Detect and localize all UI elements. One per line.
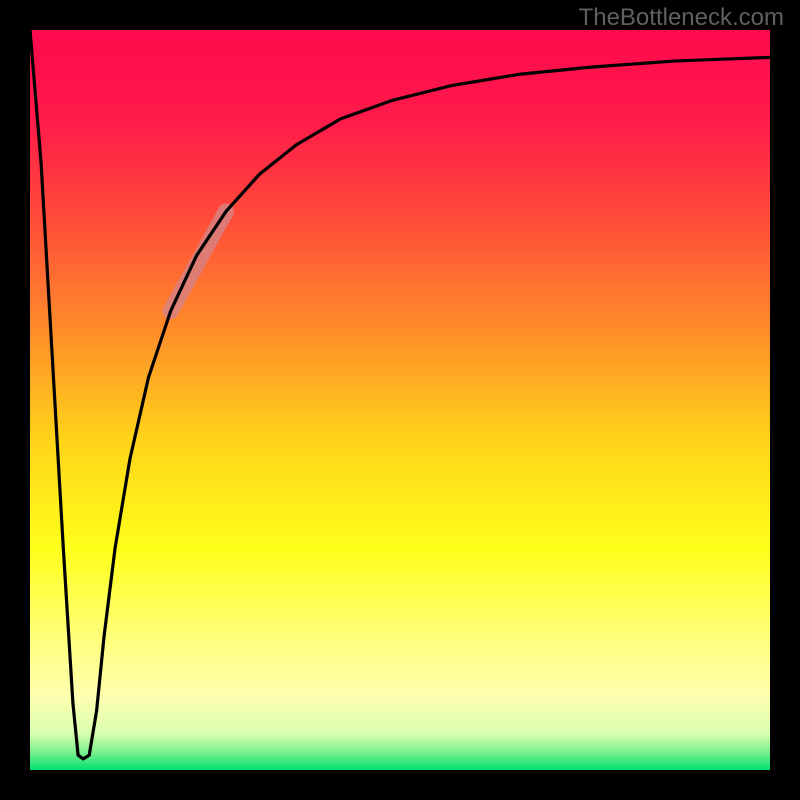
chart-svg [0,0,800,800]
watermark-text: TheBottleneck.com [579,4,784,32]
plot-background [30,30,770,770]
chart-stage: TheBottleneck.com [0,0,800,800]
